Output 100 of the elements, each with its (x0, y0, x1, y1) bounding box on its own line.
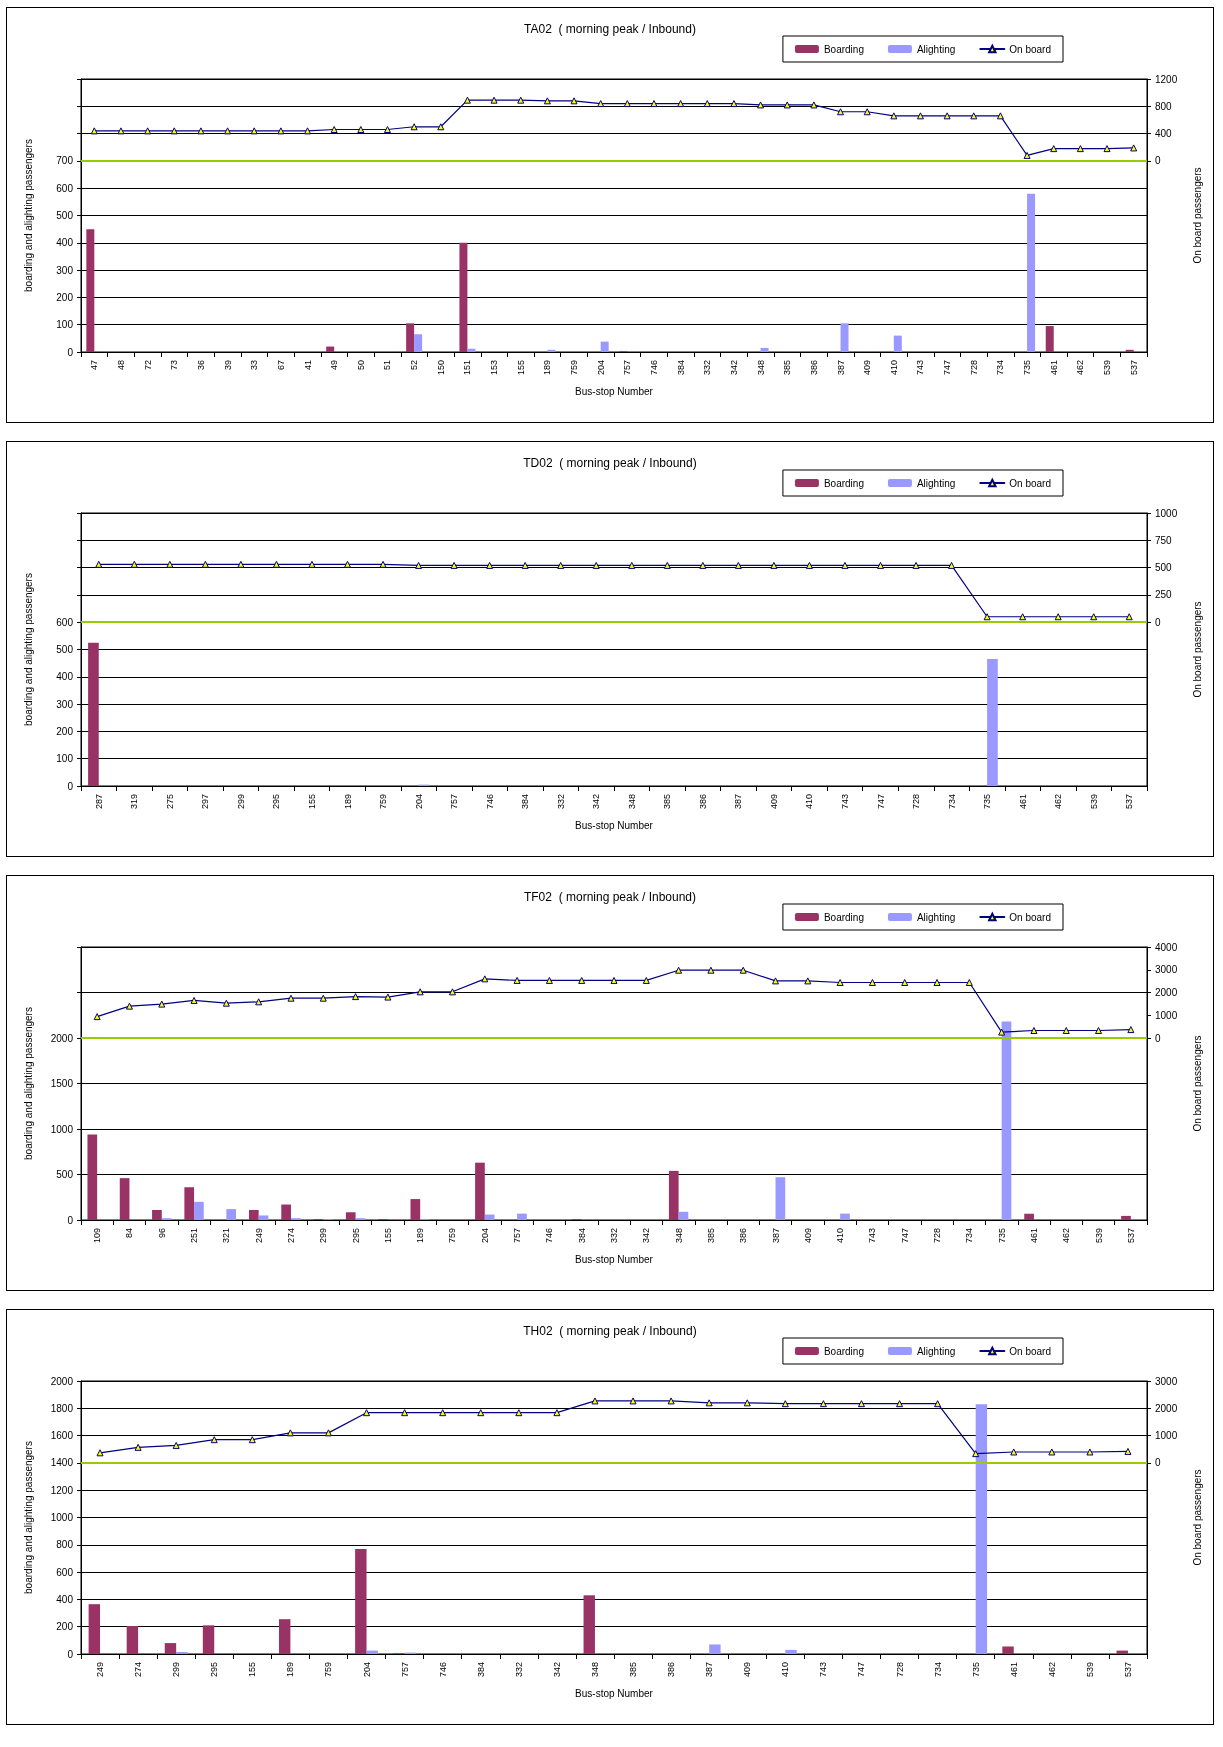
y-tick-label: 200 (56, 291, 74, 303)
y-tick-label: 300 (56, 264, 74, 276)
legend-label: Boarding (823, 911, 864, 923)
x-tick-label: 462 (1053, 794, 1064, 810)
x-tick-label: 728 (968, 360, 979, 376)
point (628, 561, 636, 569)
legend-label: Alighting (916, 43, 956, 55)
point (667, 1397, 675, 1405)
point (90, 127, 98, 135)
y2-axis-title: On board passengers (1191, 1469, 1203, 1566)
x-tick-label: 151 (462, 360, 473, 376)
y-tick-label: 1000 (50, 1123, 74, 1135)
point (117, 127, 125, 135)
x-tick-label: 295 (209, 1662, 220, 1678)
point (810, 101, 818, 109)
x-tick-label: 746 (484, 794, 495, 810)
y2-tick-label: 750 (1155, 534, 1173, 546)
bar (678, 1211, 689, 1220)
bar (547, 349, 556, 352)
point (463, 96, 471, 104)
x-tick-label: 348 (755, 360, 766, 376)
x-tick-label: 204 (595, 360, 606, 376)
y2-tick-label: 0 (1155, 616, 1161, 628)
point (170, 127, 178, 135)
y2-tick-label: 4000 (1155, 941, 1178, 953)
point (490, 96, 498, 104)
y-tick-label: 0 (67, 346, 74, 358)
point (1030, 1026, 1038, 1034)
bar (1001, 1021, 1012, 1220)
bar (1125, 349, 1134, 352)
legend-label: On board (1009, 1345, 1052, 1357)
x-tick-label: 109 (92, 1228, 103, 1244)
point (95, 560, 103, 568)
point (836, 978, 844, 986)
x-tick-label: 384 (520, 794, 531, 810)
bar (194, 1201, 204, 1220)
x-tick-label: 728 (894, 1662, 905, 1678)
point (623, 100, 631, 108)
x-tick-label: 332 (702, 360, 713, 376)
x-tick-label: 386 (808, 360, 819, 376)
point (248, 1436, 256, 1444)
x-tick-label: 319 (129, 794, 140, 810)
y-tick-label: 400 (56, 237, 74, 249)
point (1048, 1448, 1056, 1456)
point (772, 977, 780, 985)
bar (126, 1626, 139, 1654)
x-tick-label: 759 (323, 1662, 334, 1678)
x-tick-label: 759 (447, 1228, 458, 1244)
y-tick-label: 1200 (50, 1484, 74, 1496)
x-tick-label: 73 (169, 360, 180, 371)
x-tick-label: 734 (995, 360, 1006, 376)
x-tick-label: 734 (964, 1228, 975, 1244)
y-tick-label: 1500 (50, 1078, 74, 1089)
point (277, 127, 285, 135)
point (805, 561, 813, 569)
point (998, 1028, 1006, 1036)
x-tick-label: 747 (875, 794, 886, 810)
bar (600, 341, 609, 352)
bar (1045, 326, 1054, 352)
x-tick-label: 36 (195, 360, 206, 371)
y2-tick-label: 3000 (1155, 964, 1178, 976)
x-tick-label: 295 (350, 1228, 361, 1244)
point (481, 975, 489, 983)
point (707, 966, 715, 974)
y2-tick-label: 1200 (1155, 73, 1178, 85)
x-tick-label: 735 (1022, 360, 1033, 376)
point (330, 126, 338, 133)
x-tick-label: 743 (818, 1662, 829, 1678)
x-tick-label: 734 (946, 794, 957, 810)
point (308, 560, 316, 568)
point (677, 100, 685, 108)
point (201, 560, 209, 568)
x-tick-label: 747 (942, 360, 953, 376)
point (970, 112, 978, 120)
y-tick-label: 400 (56, 1593, 74, 1605)
x-tick-label: 385 (782, 360, 793, 376)
x-tick-label: 757 (512, 1228, 523, 1244)
y-tick-label: 1400 (50, 1457, 74, 1469)
point (965, 978, 973, 986)
y2-tick-label: 1000 (1155, 1430, 1178, 1442)
bar (668, 1170, 679, 1220)
point (357, 126, 365, 133)
point (166, 560, 174, 568)
bar (760, 347, 769, 352)
x-tick-label: 52 (409, 360, 420, 371)
x-axis-title: Bus-stop Number (575, 1687, 654, 1699)
x-tick-label: 249 (95, 1662, 106, 1678)
x-tick-label: 746 (648, 360, 659, 376)
bar (202, 1625, 215, 1654)
y-tick-label: 0 (67, 1648, 74, 1660)
x-tick-label: 757 (399, 1662, 410, 1678)
y-tick-label: 300 (56, 698, 74, 710)
bar (840, 323, 849, 352)
point (324, 1429, 332, 1437)
point (448, 988, 456, 996)
point (287, 994, 295, 1002)
y-tick-label: 1000 (50, 1512, 74, 1523)
x-tick-label: 275 (164, 794, 175, 810)
x-tick-label: 462 (1046, 1662, 1057, 1678)
y-tick-label: 1600 (50, 1430, 74, 1442)
